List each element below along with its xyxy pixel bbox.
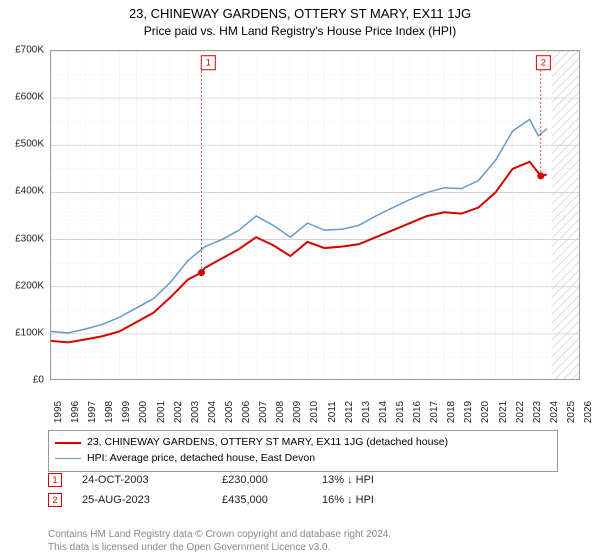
x-tick-label: 2013	[361, 401, 372, 423]
y-tick-label: £500K	[15, 139, 44, 150]
y-tick-label: £0	[33, 375, 44, 386]
y-tick-label: £400K	[15, 186, 44, 197]
x-tick-label: 2019	[463, 401, 474, 423]
legend-swatch	[55, 442, 81, 444]
footer-line-2: This data is licensed under the Open Gov…	[48, 541, 391, 554]
footer-text: Contains HM Land Registry data © Crown c…	[48, 528, 391, 554]
marker-price: £230,000	[222, 474, 302, 486]
marker-id-box: 2	[48, 493, 62, 507]
y-tick-label: £700K	[15, 45, 44, 56]
marker-date: 24-OCT-2003	[82, 474, 202, 486]
marker-row: 2 25-AUG-2023 £435,000 16% ↓ HPI	[48, 490, 558, 510]
legend-swatch	[55, 458, 81, 460]
x-tick-label: 2024	[549, 401, 560, 423]
footer-line-1: Contains HM Land Registry data © Crown c…	[48, 528, 391, 541]
x-tick-label: 2017	[429, 401, 440, 423]
x-tick-label: 2002	[173, 401, 184, 423]
y-tick-label: £600K	[15, 92, 44, 103]
legend-box: 23, CHINEWAY GARDENS, OTTERY ST MARY, EX…	[48, 430, 558, 472]
chart-svg: 12	[51, 51, 579, 379]
x-tick-label: 2008	[275, 401, 286, 423]
y-tick-label: £100K	[15, 327, 44, 338]
x-tick-label: 2000	[138, 401, 149, 423]
marker-price: £435,000	[222, 494, 302, 506]
x-tick-label: 2012	[344, 401, 355, 423]
legend-item: HPI: Average price, detached house, East…	[55, 451, 551, 467]
marker-id-box: 1	[48, 473, 62, 487]
x-tick-label: 2015	[395, 401, 406, 423]
x-tick-label: 2004	[207, 401, 218, 423]
x-tick-label: 1995	[53, 401, 64, 423]
legend-label: 23, CHINEWAY GARDENS, OTTERY ST MARY, EX…	[87, 435, 448, 451]
y-axis-labels: £0£100K£200K£300K£400K£500K£600K£700K	[0, 50, 48, 380]
marker-diff: 13% ↓ HPI	[322, 474, 422, 486]
marker-date: 25-AUG-2023	[82, 494, 202, 506]
x-tick-label: 2010	[309, 401, 320, 423]
chart-subtitle: Price paid vs. HM Land Registry's House …	[0, 24, 600, 38]
x-tick-label: 2011	[327, 401, 338, 423]
x-tick-label: 2006	[241, 401, 252, 423]
x-axis-labels: 1995 1996 1997 1998 1999 2000 2001 2002 2003 2004…	[50, 384, 580, 424]
marker-table: 1 24-OCT-2003 £230,000 13% ↓ HPI 2 25-AUG-202…	[48, 470, 558, 510]
title-block: 23, CHINEWAY GARDENS, OTTERY ST MARY, EX…	[0, 0, 600, 38]
legend-item: 23, CHINEWAY GARDENS, OTTERY ST MARY, EX…	[55, 435, 551, 451]
svg-text:1: 1	[206, 58, 211, 68]
y-tick-label: £200K	[15, 280, 44, 291]
x-tick-label: 2001	[156, 401, 167, 423]
x-tick-label: 2018	[446, 401, 457, 423]
y-tick-label: £300K	[15, 233, 44, 244]
x-tick-label: 2005	[224, 401, 235, 423]
x-tick-label: 2003	[190, 401, 201, 423]
chart-title: 23, CHINEWAY GARDENS, OTTERY ST MARY, EX…	[0, 6, 600, 21]
x-tick-label: 1999	[121, 401, 132, 423]
x-tick-label: 2016	[412, 401, 423, 423]
x-tick-label: 1998	[104, 401, 115, 423]
x-tick-label: 2009	[292, 401, 303, 423]
x-tick-label: 2014	[378, 401, 389, 423]
x-tick-label: 2021	[498, 401, 509, 423]
x-tick-label: 2023	[532, 401, 543, 423]
x-tick-label: 2007	[258, 401, 269, 423]
legend-label: HPI: Average price, detached house, East…	[87, 451, 315, 467]
x-tick-label: 2025	[566, 401, 577, 423]
x-tick-label: 2020	[480, 401, 491, 423]
x-tick-label: 2026	[583, 401, 594, 423]
x-tick-label: 1997	[87, 401, 98, 423]
chart-plot-area: 12	[50, 50, 580, 380]
chart-container: 23, CHINEWAY GARDENS, OTTERY ST MARY, EX…	[0, 0, 600, 560]
svg-text:2: 2	[541, 58, 546, 68]
x-tick-label: 1996	[70, 401, 81, 423]
marker-row: 1 24-OCT-2003 £230,000 13% ↓ HPI	[48, 470, 558, 490]
x-tick-label: 2022	[515, 401, 526, 423]
marker-diff: 16% ↓ HPI	[322, 494, 422, 506]
